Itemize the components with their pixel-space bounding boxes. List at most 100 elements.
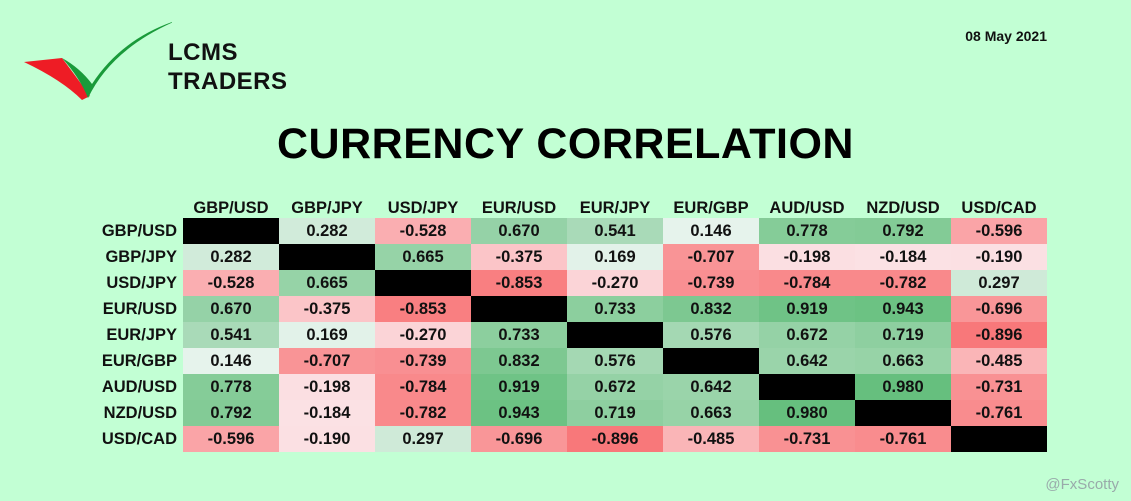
matrix-row: GBP/USD 0.282 -0.528 0.670 0.541 0.146 0.778 0.… xyxy=(82,218,1047,244)
correlation-cell: 0.792 xyxy=(183,400,279,426)
correlation-cell: 0.670 xyxy=(183,296,279,322)
correlation-cell: -0.485 xyxy=(663,426,759,452)
correlation-cell: 0.672 xyxy=(759,322,855,348)
column-header: AUD/USD xyxy=(769,199,845,217)
correlation-cell: 0.146 xyxy=(663,218,759,244)
correlation-table: GBP/USD GBP/JPY USD/JPY EUR/USD EUR/JPY EUR/G… xyxy=(82,196,1047,452)
correlation-cell: 0.832 xyxy=(471,348,567,374)
correlation-cell: -0.896 xyxy=(567,426,663,452)
matrix-row: USD/CAD -0.596 -0.190 0.297 -0.696 -0.896 -0.4… xyxy=(82,426,1047,452)
page-title: CURRENCY CORRELATION xyxy=(277,120,854,168)
column-header: USD/CAD xyxy=(961,199,1037,217)
correlation-cell: -0.485 xyxy=(951,348,1047,374)
row-header: GBP/USD xyxy=(101,221,177,240)
diagonal-cell xyxy=(471,296,567,322)
correlation-cell: -0.190 xyxy=(951,244,1047,270)
column-header: EUR/JPY xyxy=(579,199,651,217)
correlation-cell: 0.943 xyxy=(471,400,567,426)
correlation-cell: 0.576 xyxy=(567,348,663,374)
correlation-cell: -0.198 xyxy=(279,374,375,400)
corner-cell xyxy=(82,196,183,218)
correlation-cell: -0.596 xyxy=(183,426,279,452)
matrix-row: EUR/GBP 0.146 -0.707 -0.739 0.832 0.576 0.642 0… xyxy=(82,348,1047,374)
correlation-cell: 0.297 xyxy=(951,270,1047,296)
correlation-cell: -0.528 xyxy=(375,218,471,244)
checkmark-logo-icon xyxy=(24,22,172,100)
correlation-cell: 0.665 xyxy=(279,270,375,296)
brand-logo: LCMS TRADERS xyxy=(22,18,312,108)
column-header-row: GBP/USD GBP/JPY USD/JPY EUR/USD EUR/JPY EUR/G… xyxy=(82,196,1047,218)
correlation-cell: 0.282 xyxy=(183,244,279,270)
matrix-row: AUD/USD 0.778 -0.198 -0.784 0.919 0.672 0.642 0… xyxy=(82,374,1047,400)
correlation-cell: -0.270 xyxy=(567,270,663,296)
correlation-cell: -0.761 xyxy=(951,400,1047,426)
correlation-cell: 0.980 xyxy=(855,374,951,400)
correlation-cell: -0.190 xyxy=(279,426,375,452)
correlation-cell: 0.663 xyxy=(855,348,951,374)
row-header: NZD/USD xyxy=(103,403,177,422)
correlation-cell: 0.665 xyxy=(375,244,471,270)
correlation-cell: 0.719 xyxy=(855,322,951,348)
correlation-cell: -0.739 xyxy=(375,348,471,374)
column-header: GBP/USD xyxy=(193,199,269,217)
correlation-cell: -0.528 xyxy=(183,270,279,296)
row-header: AUD/USD xyxy=(101,377,177,396)
correlation-cell: -0.761 xyxy=(855,426,951,452)
correlation-cell: -0.739 xyxy=(663,270,759,296)
correlation-cell: 0.672 xyxy=(567,374,663,400)
diagonal-cell xyxy=(951,426,1047,452)
correlation-cell: -0.270 xyxy=(375,322,471,348)
matrix-row: USD/JPY -0.528 0.665 -0.853 -0.270 -0.739 -0.7… xyxy=(82,270,1047,296)
correlation-cell: 0.576 xyxy=(663,322,759,348)
correlation-cell: -0.696 xyxy=(951,296,1047,322)
correlation-cell: -0.782 xyxy=(855,270,951,296)
column-header: EUR/GBP xyxy=(673,199,749,217)
correlation-cell: 0.282 xyxy=(279,218,375,244)
correlation-cell: -0.184 xyxy=(855,244,951,270)
correlation-cell: 0.832 xyxy=(663,296,759,322)
column-header: GBP/JPY xyxy=(291,199,363,217)
correlation-cell: -0.375 xyxy=(471,244,567,270)
report-date: 08 May 2021 xyxy=(965,28,1047,44)
correlation-cell: 0.733 xyxy=(567,296,663,322)
correlation-cell: -0.853 xyxy=(375,296,471,322)
matrix-row: EUR/USD 0.670 -0.375 -0.853 0.733 0.832 0.919 0… xyxy=(82,296,1047,322)
row-header: GBP/JPY xyxy=(105,247,177,266)
column-header: USD/JPY xyxy=(387,199,459,217)
row-header: USD/JPY xyxy=(106,273,177,292)
correlation-cell: 0.541 xyxy=(183,322,279,348)
correlation-cell: 0.733 xyxy=(471,322,567,348)
correlation-cell: 0.980 xyxy=(759,400,855,426)
watermark: @FxScotty xyxy=(1045,476,1119,493)
correlation-cell: 0.670 xyxy=(471,218,567,244)
correlation-cell: -0.731 xyxy=(951,374,1047,400)
correlation-cell: 0.541 xyxy=(567,218,663,244)
correlation-cell: 0.943 xyxy=(855,296,951,322)
correlation-cell: -0.696 xyxy=(471,426,567,452)
correlation-cell: 0.642 xyxy=(663,374,759,400)
correlation-cell: 0.169 xyxy=(279,322,375,348)
brand-line-2: TRADERS xyxy=(168,68,288,95)
correlation-cell: -0.596 xyxy=(951,218,1047,244)
matrix-row: EUR/JPY 0.541 0.169 -0.270 0.733 0.576 0.672 0.… xyxy=(82,322,1047,348)
correlation-cell: 0.663 xyxy=(663,400,759,426)
correlation-cell: 0.778 xyxy=(759,218,855,244)
row-header: EUR/JPY xyxy=(106,325,177,344)
diagonal-cell xyxy=(279,244,375,270)
diagonal-cell xyxy=(567,322,663,348)
row-header: USD/CAD xyxy=(101,429,177,448)
correlation-cell: -0.707 xyxy=(279,348,375,374)
correlation-cell: 0.919 xyxy=(759,296,855,322)
correlation-cell: 0.642 xyxy=(759,348,855,374)
correlation-cell: 0.719 xyxy=(567,400,663,426)
correlation-cell: -0.784 xyxy=(759,270,855,296)
column-header: EUR/USD xyxy=(481,199,557,217)
correlation-cell: -0.198 xyxy=(759,244,855,270)
matrix-row: GBP/JPY 0.282 0.665 -0.375 0.169 -0.707 -0.198… xyxy=(82,244,1047,270)
correlation-cell: -0.784 xyxy=(375,374,471,400)
correlation-cell: -0.707 xyxy=(663,244,759,270)
row-header: EUR/USD xyxy=(102,299,177,318)
correlation-cell: -0.184 xyxy=(279,400,375,426)
correlation-cell: 0.792 xyxy=(855,218,951,244)
brand-name: LCMS TRADERS xyxy=(168,38,288,96)
